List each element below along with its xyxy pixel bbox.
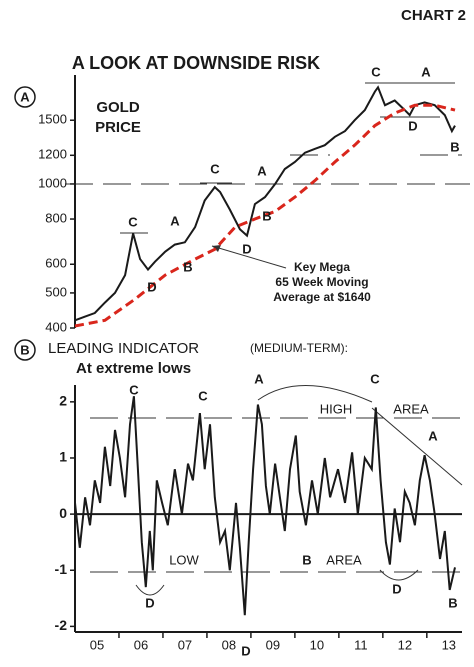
chart-title: A LOOK AT DOWNSIDE RISK: [72, 53, 320, 73]
x-tick-label: 06: [134, 637, 148, 652]
annotation: B: [302, 552, 311, 567]
x-tick-label: 09: [266, 637, 280, 652]
y-tick-label: 500: [45, 284, 67, 299]
series-line: [74, 396, 456, 616]
annotation: C: [128, 214, 138, 229]
panel-subtitle: (MEDIUM-TERM):: [250, 341, 348, 355]
reference-lines: [65, 82, 470, 596]
y-tick-label: 0: [59, 505, 67, 521]
annotation: D: [242, 241, 251, 256]
panel-label: GOLD: [96, 99, 139, 116]
annotation: AREA: [393, 401, 429, 416]
annotation: C: [371, 64, 381, 79]
annotation: HIGH: [320, 401, 353, 416]
x-tick-label: 13: [442, 637, 456, 652]
annotation: A: [428, 428, 438, 443]
annotation: A: [421, 64, 431, 79]
panel-title: LEADING INDICATOR: [48, 340, 199, 357]
annotation: C: [370, 371, 380, 386]
panel-letter: A: [20, 89, 30, 104]
annotation: C: [129, 382, 139, 397]
series-line: [74, 103, 456, 328]
annotation: A: [257, 163, 267, 178]
y-tick-label: 1200: [38, 147, 67, 162]
y-tick-label: -1: [55, 561, 68, 577]
annotation: C: [210, 161, 220, 176]
panel-letter: B: [20, 342, 29, 357]
annotation: A: [170, 213, 180, 228]
x-tick-label: 07: [178, 637, 192, 652]
y-tick-label: -2: [55, 617, 68, 633]
y-tick-label: 2: [59, 393, 67, 409]
y-tick-label: 1000: [38, 175, 67, 190]
x-tick-label: 12: [398, 637, 412, 652]
y-tick-label: 1500: [38, 112, 67, 127]
annotation: AREA: [326, 552, 362, 567]
annotation: D: [408, 118, 417, 133]
callout: Average at $1640: [273, 290, 371, 304]
annotation: D: [241, 643, 250, 658]
header: CHART 2: [401, 7, 466, 24]
annotation: D: [392, 581, 401, 596]
x-tick-label: 10: [310, 637, 324, 652]
panel-badge: [14, 86, 36, 108]
annotation: D: [147, 279, 156, 294]
callout: 65 Week Moving: [275, 275, 368, 289]
annotation: C: [198, 388, 208, 403]
y-tick-label: 1: [59, 449, 67, 465]
y-tick-label: 800: [45, 210, 67, 225]
annotation: B: [450, 139, 459, 154]
annotation: D: [145, 595, 154, 610]
panel-label: PRICE: [95, 119, 141, 136]
y-tick-label: 600: [45, 256, 67, 271]
annotation: LOW: [169, 552, 199, 567]
annotation: B: [448, 595, 457, 610]
x-tick-label: 11: [354, 637, 368, 652]
annotation: A: [254, 371, 264, 386]
callout: Key Mega: [294, 260, 350, 274]
x-tick-label: 08: [222, 637, 236, 652]
panel-note: At extreme lows: [76, 360, 191, 377]
annotation: B: [262, 208, 271, 223]
panel-badge: [14, 339, 36, 361]
annotation: B: [183, 259, 192, 274]
x-tick-label: 05: [90, 637, 104, 652]
y-tick-label: 400: [45, 319, 67, 334]
